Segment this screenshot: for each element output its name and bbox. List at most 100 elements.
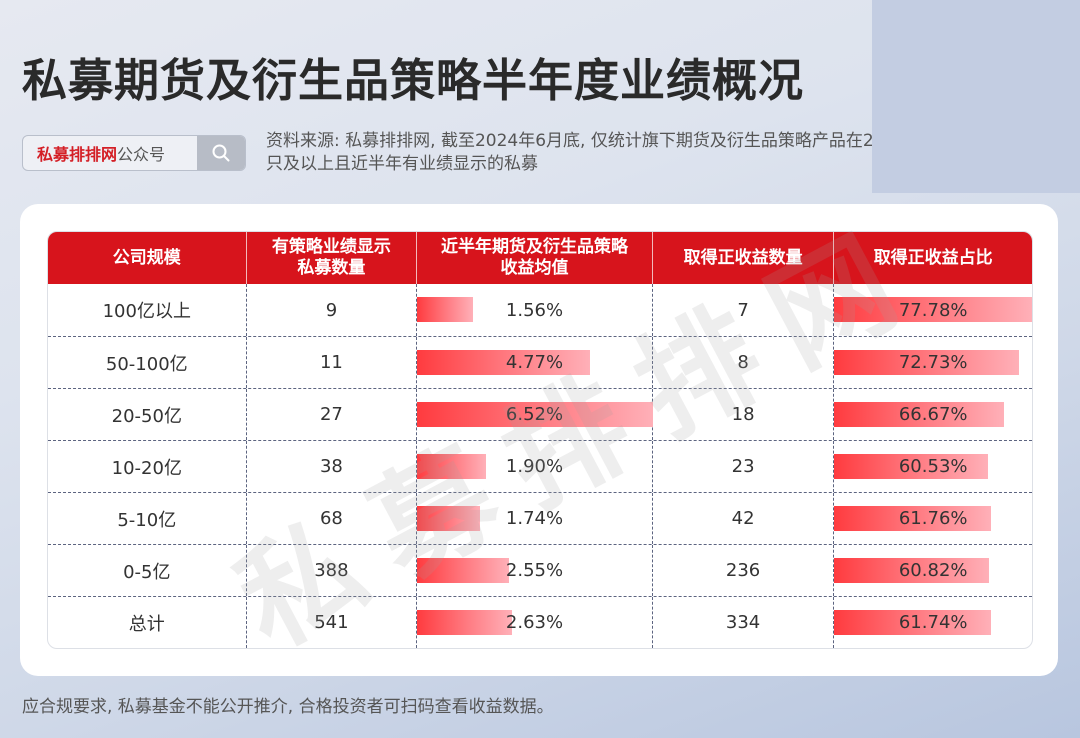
col-header-label: 近半年期货及衍生品策略 收益均值 (441, 237, 628, 278)
search-box[interactable]: 私募排排网 公众号 (22, 135, 246, 171)
cell-value: 2.63% (505, 612, 564, 633)
data-bar (834, 297, 1032, 322)
table-row: 10-20亿 38 1.90% 23 60.53% (48, 440, 1032, 492)
cell-pos-count: 42 (653, 493, 835, 544)
cell-value: 72.73% (898, 352, 968, 373)
cell-value: 1.56% (505, 299, 564, 321)
performance-table: 公司规模 有策略业绩显示 私募数量 近半年期货及衍生品策略 收益均值 取得正收益… (47, 231, 1033, 649)
data-bar (417, 506, 481, 531)
cell-pos-count: 334 (653, 597, 835, 648)
table-body: 100亿以上 9 1.56% 7 77.78% 50-100亿 11 4.77% 8 72.73%… (48, 284, 1032, 648)
table-row: 100亿以上 9 1.56% 7 77.78% (48, 284, 1032, 336)
cell-count: 388 (247, 545, 418, 596)
cell-value: 11 (319, 352, 343, 373)
search-suffix: 公众号 (117, 145, 166, 164)
cell-avg-return: 4.77% (417, 337, 653, 388)
cell-scale: 总计 (48, 597, 247, 648)
cell-value: 334 (725, 612, 761, 633)
cell-scale: 0-5亿 (48, 545, 247, 596)
table-row: 50-100亿 11 4.77% 8 72.73% (48, 336, 1032, 388)
footer-disclaimer: 应合规要求, 私募基金不能公开推介, 合格投资者可扫码查看收益数据。 (22, 697, 554, 717)
cell-count: 27 (247, 389, 418, 440)
cell-pos-ratio: 61.74% (834, 597, 1032, 648)
search-button[interactable] (197, 136, 245, 170)
cell-count: 68 (247, 493, 418, 544)
cell-value: 61.74% (898, 612, 968, 633)
cell-value: 541 (314, 612, 349, 633)
cell-value: 100亿以上 (102, 301, 191, 322)
search-brand: 私募排排网 (37, 145, 118, 164)
table-row: 20-50亿 27 6.52% 18 66.67% (48, 388, 1032, 440)
data-bar (834, 558, 990, 583)
col-header-label: 取得正收益占比 (873, 247, 993, 268)
table-row: 总计 541 2.63% 334 61.74% (48, 596, 1032, 648)
cell-value: 50-100亿 (105, 353, 188, 375)
cell-avg-return: 6.52% (417, 389, 654, 440)
page-title: 私募期货及衍生品策略半年度业绩概况 (22, 54, 805, 107)
cell-count: 541 (247, 597, 418, 648)
table-row: 5-10亿 68 1.74% 42 61.76% (48, 492, 1032, 544)
cell-avg-return: 1.56% (417, 284, 653, 336)
col-header-count: 有策略业绩显示 私募数量 (247, 232, 418, 284)
data-bar (834, 350, 1020, 375)
cell-value: 38 (319, 456, 343, 477)
cell-pos-count: 18 (653, 389, 835, 440)
cell-value: 2.55% (505, 560, 564, 581)
cell-value: 5-10亿 (117, 509, 177, 531)
cell-scale: 50-100亿 (48, 337, 247, 388)
cell-pos-ratio: 66.67% (834, 389, 1032, 440)
cell-value: 77.78% (898, 299, 968, 321)
cell-count: 11 (247, 337, 418, 388)
data-bar (834, 610, 992, 635)
data-bar (417, 454, 487, 479)
cell-avg-return: 2.63% (417, 597, 653, 648)
cell-value: 9 (325, 299, 338, 321)
cell-avg-return: 1.74% (417, 493, 653, 544)
cell-value: 6.52% (505, 404, 564, 425)
search-icon (212, 144, 230, 162)
cell-value: 27 (319, 404, 343, 425)
cell-value: 总计 (128, 613, 165, 635)
cell-pos-count: 7 (653, 284, 835, 336)
col-header-pos-count: 取得正收益数量 (653, 232, 835, 284)
cell-value: 60.53% (898, 456, 968, 477)
col-header-avg-return: 近半年期货及衍生品策略 收益均值 (417, 232, 653, 284)
cell-value: 10-20亿 (111, 457, 182, 479)
cell-scale: 100亿以上 (48, 284, 247, 336)
cell-value: 1.90% (505, 456, 564, 477)
cell-count: 38 (247, 441, 418, 492)
cell-value: 236 (725, 560, 761, 581)
col-header-label: 有策略业绩显示 私募数量 (271, 237, 391, 278)
cell-value: 68 (319, 508, 343, 529)
data-bar (417, 610, 513, 635)
cell-value: 8 (737, 352, 749, 373)
cell-value: 66.67% (898, 404, 968, 425)
cell-value: 23 (731, 456, 755, 477)
search-text: 私募排排网 公众号 (23, 136, 197, 170)
col-header-pos-ratio: 取得正收益占比 (834, 232, 1032, 284)
data-bar (834, 402, 1005, 427)
cell-pos-ratio: 72.73% (834, 337, 1032, 388)
data-bar (417, 350, 591, 375)
cell-avg-return: 1.90% (417, 441, 653, 492)
cell-pos-count: 236 (653, 545, 835, 596)
cell-avg-return: 2.55% (417, 545, 653, 596)
table-card: 公司规模 有策略业绩显示 私募数量 近半年期货及衍生品策略 收益均值 取得正收益… (20, 204, 1058, 676)
cell-scale: 5-10亿 (48, 493, 247, 544)
cell-value: 61.76% (898, 508, 968, 529)
data-bar (417, 402, 654, 427)
table-header: 公司规模 有策略业绩显示 私募数量 近半年期货及衍生品策略 收益均值 取得正收益… (48, 232, 1032, 284)
data-bar (417, 558, 510, 583)
cell-scale: 20-50亿 (48, 389, 247, 440)
data-bar (834, 454, 989, 479)
source-note: 资料来源: 私募排排网, 截至2024年6月底, 仅统计旗下期货及衍生品策略产品… (266, 131, 874, 174)
cell-pos-count: 23 (653, 441, 835, 492)
cell-pos-ratio: 60.82% (834, 545, 1032, 596)
cell-value: 20-50亿 (111, 405, 182, 427)
cell-value: 388 (314, 560, 349, 581)
cell-pos-ratio: 60.53% (834, 441, 1032, 492)
cell-value: 1.74% (505, 508, 564, 529)
col-header-scale: 公司规模 (48, 232, 247, 284)
cell-value: 18 (731, 404, 755, 425)
cell-pos-count: 8 (653, 337, 835, 388)
